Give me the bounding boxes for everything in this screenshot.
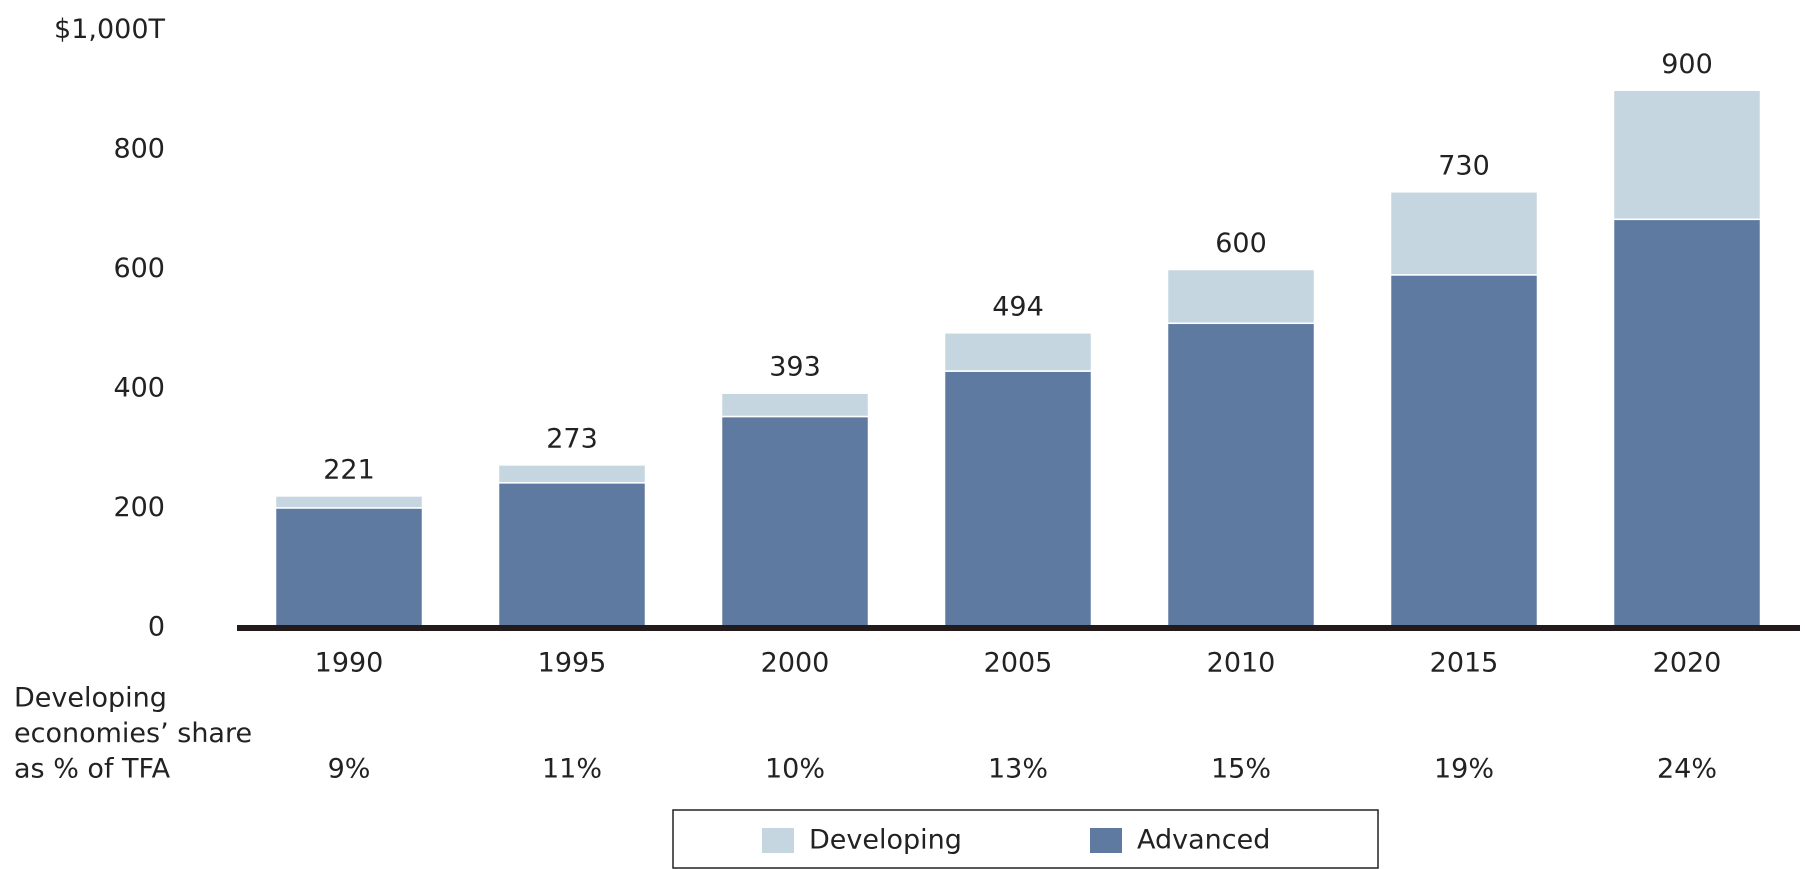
bar-segment	[720, 392, 870, 418]
bar-segment	[1389, 191, 1539, 276]
bar-segment	[1389, 274, 1539, 629]
legend-swatch	[762, 828, 794, 853]
share-title: economies’ share	[14, 718, 252, 749]
share-label: 15%	[1211, 754, 1271, 785]
legend-label: Developing	[809, 825, 962, 856]
total-label: 494	[992, 291, 1044, 322]
bar-segment	[1612, 89, 1762, 221]
legend-box	[672, 809, 1379, 869]
bar-segment	[497, 464, 647, 484]
x-tick-label: 2000	[761, 648, 830, 679]
legend-label: Advanced	[1137, 825, 1270, 856]
total-label: 273	[546, 423, 598, 454]
x-tick-label: 1990	[315, 648, 384, 679]
y-tick-label: 0	[148, 612, 165, 643]
share-label: 10%	[765, 754, 825, 785]
share-title: as % of TFA	[14, 754, 171, 785]
x-tick-label: 2005	[984, 648, 1053, 679]
y-tick-label: 800	[113, 134, 165, 165]
bar-segment	[274, 495, 424, 509]
y-tick-label: 600	[113, 253, 165, 284]
x-tick-label: 2015	[1430, 648, 1499, 679]
total-label: 730	[1438, 150, 1490, 181]
total-label: 393	[769, 352, 821, 383]
bar-segment	[943, 332, 1093, 372]
share-label: 19%	[1434, 754, 1494, 785]
bar-segment	[943, 370, 1093, 629]
bar-segment	[720, 415, 870, 629]
share-label: 13%	[988, 754, 1048, 785]
total-label: 900	[1661, 49, 1713, 80]
bar-segment	[1612, 218, 1762, 629]
x-tick-label: 1995	[538, 648, 607, 679]
y-tick-label: 200	[113, 492, 165, 523]
share-label: 24%	[1657, 754, 1717, 785]
share-label: 11%	[542, 754, 602, 785]
total-label: 221	[323, 454, 375, 485]
share-title: Developing	[14, 683, 167, 714]
legend-swatch	[1090, 828, 1122, 853]
share-label: 9%	[328, 754, 371, 785]
bar-segment	[274, 507, 424, 629]
x-tick-label: 2020	[1653, 648, 1722, 679]
x-tick-label: 2010	[1207, 648, 1276, 679]
bar-segment	[497, 482, 647, 629]
bar-segment	[1166, 322, 1316, 629]
y-tick-label: $1,000T	[54, 14, 165, 45]
total-label: 600	[1215, 228, 1267, 259]
y-tick-label: 400	[113, 373, 165, 404]
bar-segment	[1166, 268, 1316, 325]
